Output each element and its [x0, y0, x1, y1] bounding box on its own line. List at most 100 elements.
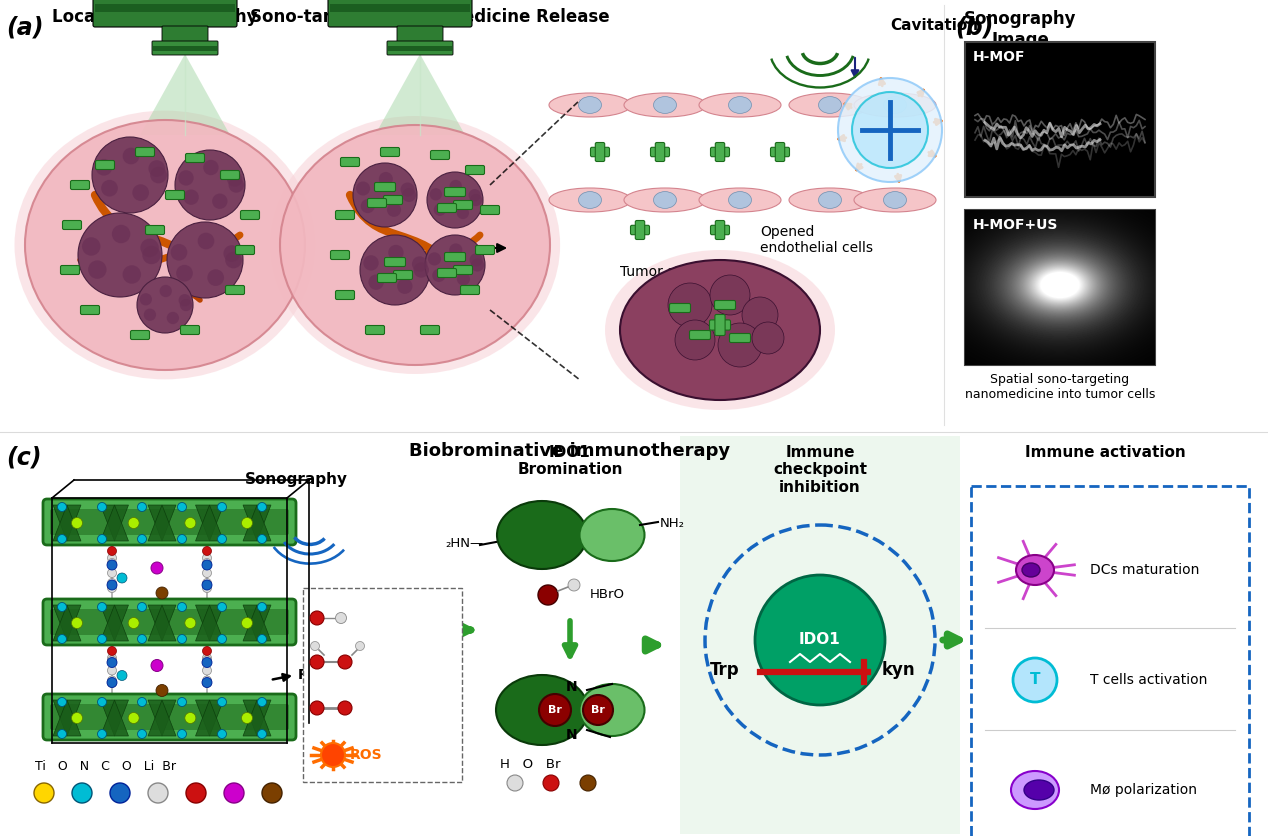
- Circle shape: [257, 534, 266, 543]
- Polygon shape: [243, 605, 271, 641]
- Circle shape: [397, 278, 412, 294]
- Circle shape: [185, 712, 195, 723]
- Text: H-MOF+US: H-MOF+US: [973, 218, 1059, 232]
- Circle shape: [257, 603, 266, 611]
- FancyBboxPatch shape: [378, 273, 397, 283]
- Circle shape: [450, 180, 462, 192]
- FancyBboxPatch shape: [421, 325, 440, 334]
- FancyBboxPatch shape: [710, 225, 729, 235]
- Circle shape: [107, 560, 117, 570]
- Circle shape: [128, 618, 139, 629]
- Text: T cells activation: T cells activation: [1090, 673, 1207, 687]
- Ellipse shape: [653, 97, 677, 114]
- Text: ₂HN—: ₂HN—: [445, 537, 483, 550]
- FancyBboxPatch shape: [221, 171, 240, 180]
- Circle shape: [218, 534, 227, 543]
- Circle shape: [430, 188, 443, 201]
- Polygon shape: [195, 700, 223, 736]
- FancyBboxPatch shape: [62, 221, 81, 230]
- Circle shape: [388, 245, 403, 260]
- Circle shape: [148, 783, 167, 803]
- Polygon shape: [195, 505, 223, 541]
- Circle shape: [203, 656, 212, 665]
- FancyBboxPatch shape: [384, 257, 406, 267]
- Circle shape: [257, 697, 266, 706]
- Ellipse shape: [855, 93, 936, 117]
- Circle shape: [143, 308, 156, 321]
- Circle shape: [469, 253, 483, 267]
- Polygon shape: [53, 700, 81, 736]
- Circle shape: [98, 603, 107, 611]
- Polygon shape: [195, 700, 223, 736]
- Circle shape: [137, 635, 147, 644]
- FancyBboxPatch shape: [710, 147, 729, 156]
- Circle shape: [203, 160, 218, 176]
- Ellipse shape: [549, 188, 631, 212]
- Polygon shape: [53, 505, 81, 541]
- Circle shape: [112, 225, 131, 243]
- Polygon shape: [139, 54, 230, 135]
- Circle shape: [668, 283, 713, 327]
- FancyBboxPatch shape: [680, 436, 960, 834]
- Circle shape: [128, 712, 139, 723]
- Circle shape: [98, 730, 107, 738]
- Circle shape: [579, 775, 596, 791]
- FancyBboxPatch shape: [131, 330, 150, 339]
- FancyBboxPatch shape: [336, 290, 355, 299]
- Text: Br: Br: [548, 705, 562, 715]
- Text: Trp: Trp: [710, 661, 739, 679]
- Circle shape: [718, 323, 762, 367]
- Circle shape: [110, 783, 131, 803]
- Circle shape: [852, 92, 928, 168]
- Text: (b): (b): [955, 16, 993, 40]
- Circle shape: [93, 137, 167, 213]
- Text: Mø polarization: Mø polarization: [1090, 783, 1197, 797]
- Circle shape: [108, 553, 117, 563]
- FancyBboxPatch shape: [965, 42, 1155, 197]
- FancyBboxPatch shape: [710, 320, 730, 330]
- Ellipse shape: [855, 188, 936, 212]
- Circle shape: [228, 177, 243, 193]
- Circle shape: [218, 730, 227, 738]
- Text: O₂: O₂: [360, 691, 375, 705]
- FancyBboxPatch shape: [331, 251, 350, 259]
- FancyBboxPatch shape: [166, 191, 185, 200]
- FancyBboxPatch shape: [714, 300, 735, 309]
- Ellipse shape: [624, 188, 706, 212]
- Text: IDO1: IDO1: [799, 633, 841, 648]
- Circle shape: [203, 558, 212, 568]
- FancyBboxPatch shape: [80, 305, 99, 314]
- Circle shape: [223, 245, 240, 262]
- Circle shape: [212, 193, 227, 209]
- FancyBboxPatch shape: [336, 211, 355, 220]
- Circle shape: [71, 712, 82, 723]
- Circle shape: [710, 275, 749, 315]
- Circle shape: [336, 613, 346, 624]
- Circle shape: [178, 730, 186, 738]
- FancyBboxPatch shape: [431, 150, 449, 160]
- Circle shape: [175, 150, 245, 220]
- FancyBboxPatch shape: [303, 588, 462, 782]
- Ellipse shape: [699, 188, 781, 212]
- Circle shape: [178, 502, 186, 512]
- Circle shape: [57, 730, 66, 738]
- Text: Tumor stroma: Tumor stroma: [620, 265, 716, 279]
- Circle shape: [742, 297, 779, 333]
- Polygon shape: [148, 605, 176, 641]
- FancyBboxPatch shape: [49, 509, 289, 535]
- Circle shape: [203, 666, 212, 675]
- Text: Sono-targeting Nanomedicine Release: Sono-targeting Nanomedicine Release: [250, 8, 610, 26]
- Circle shape: [141, 238, 158, 257]
- Text: DCs maturation: DCs maturation: [1090, 563, 1200, 577]
- Polygon shape: [375, 54, 465, 135]
- FancyBboxPatch shape: [185, 154, 204, 162]
- Circle shape: [427, 252, 441, 266]
- FancyBboxPatch shape: [71, 181, 90, 190]
- Ellipse shape: [605, 250, 836, 410]
- Circle shape: [355, 641, 364, 650]
- Ellipse shape: [496, 675, 588, 745]
- Ellipse shape: [653, 191, 677, 208]
- Circle shape: [137, 603, 147, 611]
- FancyBboxPatch shape: [591, 147, 610, 156]
- Circle shape: [241, 517, 252, 528]
